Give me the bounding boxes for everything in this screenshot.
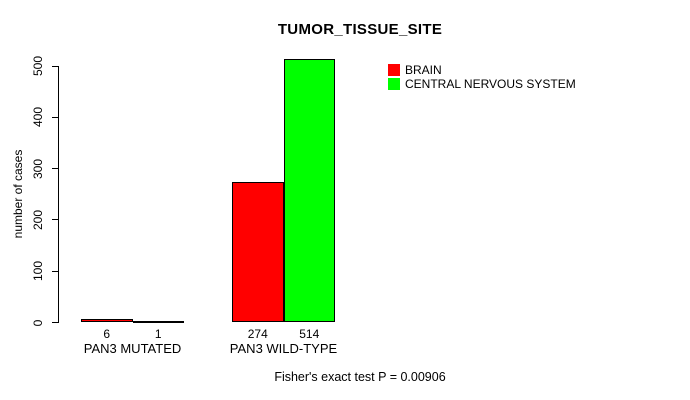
y-tick-mark — [52, 168, 59, 170]
y-tick-label: 200 — [31, 209, 45, 230]
y-tick-label: 300 — [31, 158, 45, 179]
legend-label: BRAIN — [405, 63, 442, 77]
y-tick-mark — [52, 322, 59, 323]
y-axis-line — [58, 66, 59, 323]
bar-value-label: 274 — [247, 327, 268, 341]
bar-central-nervous-system — [132, 320, 184, 323]
y-tick-label: 0 — [31, 319, 45, 326]
category-label: PAN3 MUTATED — [83, 341, 182, 356]
bar-value-label: 514 — [299, 327, 320, 341]
y-tick-mark — [52, 65, 59, 67]
y-tick-label: 100 — [31, 261, 45, 282]
legend-row: BRAIN — [388, 63, 576, 77]
y-tick-label: 500 — [31, 55, 45, 77]
legend-label: CENTRAL NERVOUS SYSTEM — [405, 77, 576, 91]
category-label: PAN3 WILD-TYPE — [229, 341, 338, 356]
y-tick-label: 400 — [31, 107, 45, 128]
chart-title: TUMOR_TISSUE_SITE — [277, 21, 443, 38]
y-tick-mark — [52, 219, 59, 221]
legend-color-swatch — [388, 78, 400, 90]
legend: BRAIN CENTRAL NERVOUS SYSTEM — [388, 63, 576, 91]
legend-row: CENTRAL NERVOUS SYSTEM — [388, 77, 576, 91]
legend-color-swatch — [388, 64, 400, 76]
bar-central-nervous-system — [283, 58, 335, 323]
y-tick-mark — [52, 270, 59, 272]
annotation-text: Fisher's exact test P = 0.00906 — [274, 370, 446, 384]
bar-brain — [232, 181, 284, 323]
bar-brain — [81, 319, 133, 323]
bar-value-label: 6 — [103, 327, 111, 341]
y-tick-mark — [52, 116, 59, 118]
y-axis-label: number of cases — [11, 149, 25, 239]
bar-value-label: 1 — [154, 327, 162, 341]
